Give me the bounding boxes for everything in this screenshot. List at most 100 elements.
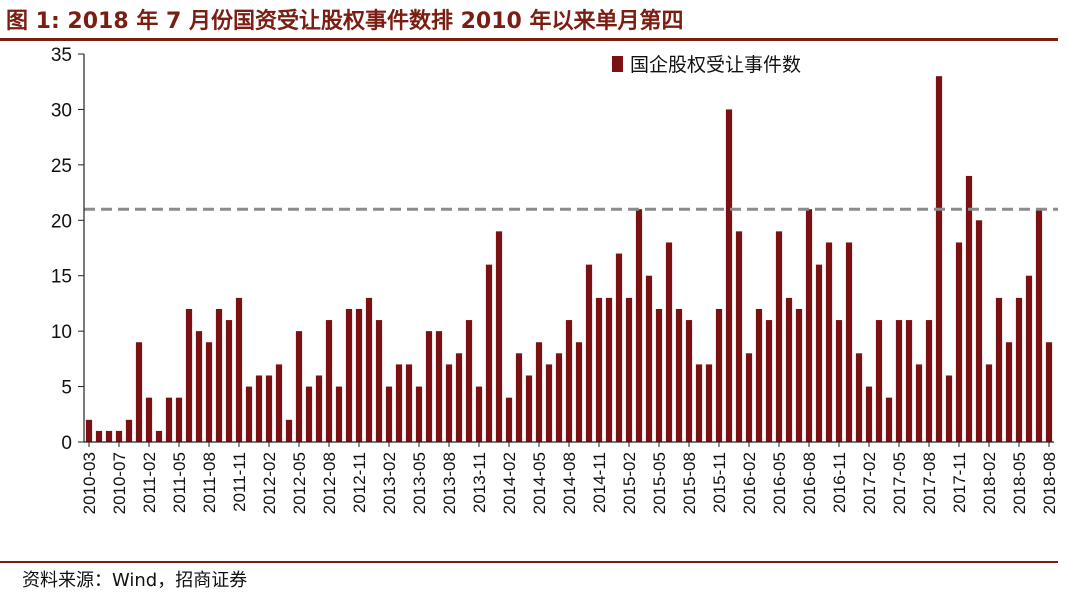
bar (575, 342, 583, 442)
bar (385, 386, 393, 442)
bar (525, 375, 533, 442)
bar (595, 297, 603, 442)
x-tick-label: 2017-08 (920, 452, 939, 514)
y-tick-label: 25 (51, 156, 72, 177)
x-tick-label: 2010-07 (110, 452, 129, 514)
x-tick-label: 2012-11 (350, 452, 369, 513)
x-tick-label: 2014-08 (560, 452, 579, 514)
bar (495, 231, 503, 442)
bar (155, 430, 163, 442)
bar (295, 331, 303, 442)
bar (895, 320, 903, 442)
x-tick-label: 2018-02 (980, 452, 999, 514)
bar (215, 308, 223, 442)
bar (405, 364, 413, 442)
bar (95, 430, 103, 442)
bar (555, 353, 563, 442)
bar (715, 308, 723, 442)
x-tick-label: 2015-08 (680, 452, 699, 514)
x-tick-label: 2016-02 (740, 452, 759, 514)
bar (205, 342, 213, 442)
bar (705, 364, 713, 442)
bar (725, 109, 733, 443)
x-tick-label: 2016-05 (770, 452, 789, 514)
bar (355, 308, 363, 442)
bar (345, 308, 353, 442)
bar (465, 320, 473, 442)
x-tick-label: 2013-02 (380, 452, 399, 514)
bar (785, 297, 793, 442)
bar (675, 308, 683, 442)
bar (275, 364, 283, 442)
x-tick-label: 2018-05 (1010, 452, 1029, 514)
bar (315, 375, 323, 442)
bar (165, 397, 173, 442)
x-tick-label: 2013-05 (410, 452, 429, 514)
bar (735, 231, 743, 442)
x-tick-label: 2017-11 (950, 452, 969, 513)
bar (505, 397, 513, 442)
x-tick-label: 2011-05 (170, 452, 189, 513)
bar (905, 320, 913, 442)
bar (535, 342, 543, 442)
bar (975, 220, 983, 442)
bar (765, 320, 773, 442)
bar (755, 308, 763, 442)
bar (375, 320, 383, 442)
bar (655, 308, 663, 442)
x-tick-label: 2011-08 (200, 452, 219, 513)
bar (805, 209, 813, 442)
bar (475, 386, 483, 442)
x-tick-label: 2010-03 (80, 452, 99, 514)
bar (875, 320, 883, 442)
bar (1005, 342, 1013, 442)
y-tick-label: 20 (51, 211, 72, 232)
bar (175, 397, 183, 442)
x-tick-label: 2017-05 (890, 452, 909, 514)
bar (865, 386, 873, 442)
source-note: 资料来源：Wind，招商证券 (22, 570, 248, 591)
legend-label: 国企股权受让事件数 (630, 54, 801, 76)
x-tick-label: 2013-08 (440, 452, 459, 514)
bar (935, 76, 943, 443)
bar (515, 353, 523, 442)
bar (325, 320, 333, 442)
y-tick-label: 30 (51, 100, 72, 121)
bar (1025, 275, 1033, 442)
x-tick-label: 2015-11 (710, 452, 729, 513)
x-tick-label: 2016-08 (800, 452, 819, 514)
bar (995, 297, 1003, 442)
bar (885, 397, 893, 442)
bar (855, 353, 863, 442)
bar (835, 320, 843, 442)
y-tick-label: 5 (61, 378, 72, 399)
bar (795, 308, 803, 442)
bar (625, 297, 633, 442)
bar (335, 386, 343, 442)
bar (815, 264, 823, 442)
bar (615, 253, 623, 442)
bar (265, 375, 273, 442)
x-tick-label: 2011-02 (140, 452, 159, 513)
bar (585, 264, 593, 442)
x-tick-label: 2011-11 (230, 452, 249, 512)
bar (285, 419, 293, 442)
bar (195, 331, 203, 442)
bar (925, 320, 933, 442)
x-tick-label: 2018-08 (1040, 452, 1059, 514)
y-tick-label: 10 (51, 322, 72, 343)
bar (985, 364, 993, 442)
x-tick-label: 2015-02 (620, 452, 639, 514)
bar (965, 175, 973, 442)
bar (945, 375, 953, 442)
bar (255, 375, 263, 442)
bar (645, 275, 653, 442)
source-rule (0, 561, 1058, 563)
bar (665, 242, 673, 442)
bar (1045, 342, 1053, 442)
bar (245, 386, 253, 442)
x-tick-label: 2016-11 (830, 452, 849, 513)
x-tick-label: 2013-11 (470, 452, 489, 513)
bar (455, 353, 463, 442)
figure-title: 图 1: 2018 年 7 月份国资受让股权事件数排 2010 年以来单月第四 (6, 9, 684, 34)
